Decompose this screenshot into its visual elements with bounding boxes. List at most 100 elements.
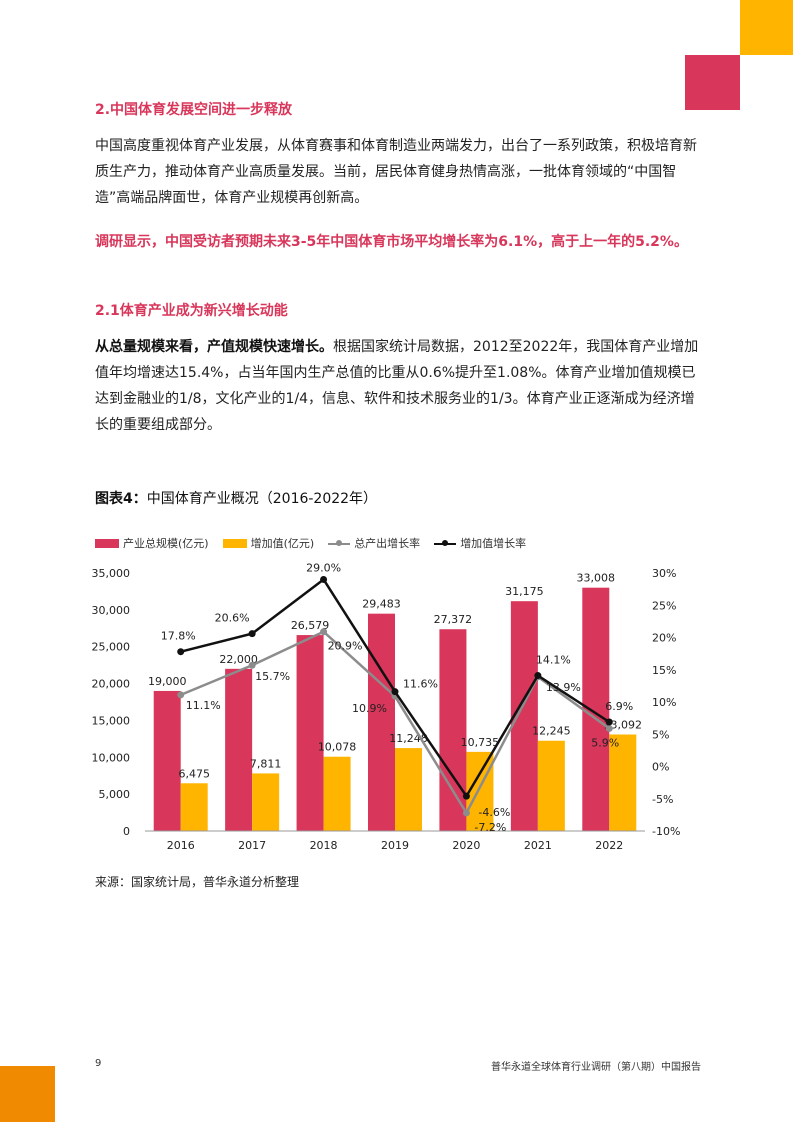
chart-legend: 产业总规模(亿元) 增加值(亿元) 总产出增长率 增加值增长率 [95, 535, 526, 551]
bar-added-value-2018 [323, 756, 351, 831]
figure-title-text: 中国体育产业概况（2016-2022年） [146, 491, 378, 507]
left-axis-tick-label: 30,000 [92, 604, 131, 617]
data-label-value-growth-2021: 14.1% [536, 654, 571, 667]
bar-total-2018 [296, 635, 324, 831]
legend-item-output-growth: 总产出增长率 [328, 535, 420, 551]
legend-label-output-growth: 总产出增长率 [354, 537, 421, 550]
data-label-value-growth-2018: 29.0% [306, 561, 341, 574]
x-axis-tick-label: 2017 [238, 839, 266, 852]
x-axis-tick-label: 2018 [310, 839, 338, 852]
data-label-value-growth-2022: 6.9% [605, 700, 633, 713]
left-axis-tick-label: 25,000 [92, 641, 131, 654]
left-axis-tick-label: 15,000 [92, 714, 131, 727]
point-output-growth-2018 [320, 628, 328, 636]
data-label-output-growth-2020: -7.2% [474, 821, 506, 834]
data-label-total-2020: 27,372 [434, 613, 473, 626]
legend-swatch-total [95, 538, 119, 548]
x-axis-tick-label: 2021 [524, 839, 552, 852]
data-label-added-value-2020: 10,735 [461, 736, 500, 749]
x-axis-tick-label: 2022 [595, 839, 623, 852]
bar-added-value-2022 [609, 734, 637, 831]
bar-added-value-2021 [537, 740, 565, 831]
legend-item-total: 产业总规模(亿元) [95, 535, 209, 551]
legend-label-value-growth: 增加值增长率 [460, 537, 527, 550]
right-axis-tick-label: -10% [652, 825, 680, 838]
subsection-heading: 2.1体育产业成为新兴增长动能 [95, 303, 288, 319]
point-value-growth-2022 [605, 718, 613, 726]
data-label-value-growth-2016: 17.8% [161, 630, 196, 643]
data-label-added-value-2021: 12,245 [532, 725, 571, 738]
legend-swatch-output-growth [328, 539, 351, 548]
data-label-total-2019: 29,483 [362, 598, 401, 611]
right-axis-tick-label: 10% [652, 696, 676, 709]
x-axis-tick-label: 2019 [381, 839, 409, 852]
right-axis-tick-label: 15% [652, 664, 676, 677]
right-axis-tick-label: 5% [652, 728, 669, 741]
data-label-added-value-2022: 13,092 [604, 718, 643, 731]
data-label-total-2022: 33,008 [577, 572, 616, 585]
data-label-value-growth-2020: -4.6% [478, 806, 510, 819]
point-output-growth-2022 [605, 724, 613, 732]
data-label-total-2016: 19,000 [148, 675, 187, 688]
point-output-growth-2020 [462, 809, 470, 817]
data-label-value-growth-2017: 20.6% [215, 612, 250, 625]
section-heading: 2.中国体育发展空间进一步释放 [95, 102, 293, 118]
legend-label-total: 产业总规模(亿元) [123, 537, 209, 550]
data-label-total-2021: 31,175 [505, 585, 544, 598]
bar-added-value-2020 [466, 751, 494, 831]
source-note: 来源：国家统计局，普华永道分析整理 [95, 875, 300, 889]
data-label-output-growth-2019: 10.9% [352, 702, 387, 715]
left-axis-tick-label: 0 [123, 825, 130, 838]
x-axis-tick-label: 2020 [452, 839, 480, 852]
bar-total-2016 [153, 690, 181, 831]
survey-highlight: 调研显示，中国受访者预期未来3-5年中国体育市场平均增长率为6.1%，高于上一年… [95, 234, 688, 250]
left-axis-tick-label: 35,000 [92, 567, 131, 580]
point-value-growth-2020 [462, 792, 470, 800]
left-axis-tick-label: 5,000 [99, 788, 131, 801]
left-axis-tick-label: 20,000 [92, 678, 131, 691]
paragraph-lead: 从总量规模来看，产值规模快速增长。 [95, 339, 333, 355]
paragraph-scale: 从总量规模来看，产值规模快速增长。根据国家统计局数据，2012至2022年，我国… [95, 334, 705, 438]
bar-total-2019 [368, 613, 395, 831]
footer-title: 普华永道全球体育行业调研（第八期）中国报告 [491, 1062, 701, 1073]
data-label-total-2018: 26,579 [291, 619, 330, 632]
point-output-growth-2017 [248, 661, 256, 669]
corner-decoration-orange [0, 1066, 55, 1122]
figure-title: 图表4：中国体育产业概况（2016-2022年） [95, 488, 377, 508]
data-label-output-growth-2018: 20.9% [328, 640, 363, 653]
data-label-output-growth-2021: 13.9% [546, 681, 581, 694]
x-axis-tick-label: 2016 [167, 839, 195, 852]
bar-total-2021 [510, 601, 538, 831]
data-label-output-growth-2022: 5.9% [591, 736, 619, 749]
right-axis-tick-label: 30% [652, 567, 676, 580]
left-axis-tick-label: 10,000 [92, 751, 131, 764]
data-label-value-growth-2019: 11.6% [403, 678, 438, 691]
right-axis-tick-label: 25% [652, 599, 676, 612]
page-number: 9 [95, 1058, 102, 1069]
bar-total-2017 [225, 668, 253, 831]
bar-added-value-2019 [395, 748, 422, 831]
industry-overview-chart: 0 5,000 10,000 15,000 20,000 25,000 30,000 35,0… [92, 561, 681, 852]
corner-decoration-red [685, 55, 740, 110]
legend-item-added-value: 增加值(亿元) [222, 535, 314, 551]
right-axis-tick-label: 0% [652, 761, 669, 774]
paragraph-body: 根据国家统计局数据，2012至2022年，我国体育产业增加值年均增速达15.4%… [95, 339, 699, 433]
data-label-output-growth-2016: 11.1% [186, 699, 221, 712]
point-value-growth-2016 [177, 648, 185, 656]
point-output-growth-2016 [177, 691, 185, 699]
figure-label: 图表4： [95, 491, 147, 507]
point-value-growth-2018 [320, 575, 328, 583]
right-axis-tick-label: 20% [652, 632, 676, 645]
corner-decoration-yellow [740, 0, 793, 55]
bar-added-value-2017 [252, 773, 280, 831]
legend-item-value-growth: 增加值增长率 [434, 535, 526, 551]
bar-total-2020 [439, 629, 467, 831]
data-label-added-value-2016: 6,475 [178, 767, 210, 780]
point-value-growth-2021 [534, 672, 542, 680]
data-label-added-value-2018: 10,078 [318, 741, 357, 754]
legend-swatch-added-value [222, 538, 247, 548]
paragraph-intro: 中国高度重视体育产业发展，从体育赛事和体育制造业两端发力，出台了一系列政策，积极… [95, 138, 697, 206]
point-value-growth-2017 [248, 630, 256, 638]
data-label-output-growth-2017: 15.7% [255, 670, 290, 683]
right-axis-tick-label: -5% [652, 793, 673, 806]
